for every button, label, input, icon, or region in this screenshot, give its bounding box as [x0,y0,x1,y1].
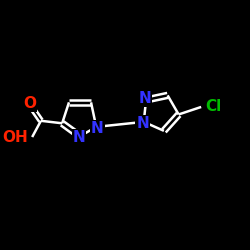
Text: Cl: Cl [205,100,221,114]
Text: N: N [138,91,151,106]
Text: N: N [136,116,149,130]
Text: N: N [72,130,85,145]
Text: O: O [23,96,36,111]
Text: OH: OH [3,130,29,144]
Text: N: N [91,121,104,136]
